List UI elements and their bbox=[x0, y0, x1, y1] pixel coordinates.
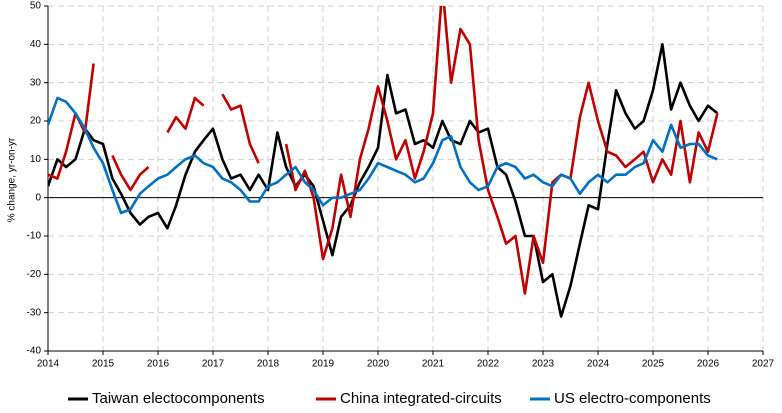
y-tick-label: 40 bbox=[30, 39, 42, 50]
x-tick-label: 2019 bbox=[312, 359, 335, 370]
x-tick-label: 2026 bbox=[697, 359, 720, 370]
y-tick-label: -30 bbox=[27, 307, 42, 318]
x-tick-label: 2027 bbox=[752, 359, 775, 370]
y-tick-label: 50 bbox=[30, 1, 42, 12]
y-tick-label: 30 bbox=[30, 77, 42, 88]
x-tick-label: 2014 bbox=[37, 359, 60, 370]
x-tick-label: 2024 bbox=[587, 359, 610, 370]
y-tick-label: -40 bbox=[27, 346, 42, 357]
x-tick-label: 2021 bbox=[422, 359, 445, 370]
grid: -40 -30 -20 -10 0 10 20 30 40 50 2014 2015 2016 2017 2… bbox=[27, 1, 775, 370]
y-axis-label: % change, yr-on-yr bbox=[7, 137, 18, 222]
y-tick-label: -20 bbox=[27, 269, 42, 280]
x-tick-label: 2025 bbox=[642, 359, 665, 370]
x-tick-label: 2018 bbox=[257, 359, 280, 370]
series-line bbox=[48, 43, 719, 318]
legend-label: Taiwan electocomponents bbox=[92, 390, 265, 407]
plot-area bbox=[48, 6, 719, 318]
x-tick-label: 2016 bbox=[147, 359, 170, 370]
x-tick-label: 2017 bbox=[202, 359, 225, 370]
series-line bbox=[48, 6, 719, 295]
y-tick-label: 20 bbox=[30, 116, 42, 127]
x-tick-label: 2023 bbox=[532, 359, 555, 370]
series-line bbox=[48, 96, 718, 215]
y-tick-label: 0 bbox=[35, 192, 41, 203]
y-tick-label: 10 bbox=[30, 154, 42, 165]
legend: Taiwan electocomponents China integrated-… bbox=[68, 390, 711, 407]
y-tick-label: -10 bbox=[27, 231, 42, 242]
x-tick-label: 2022 bbox=[477, 359, 500, 370]
x-tick-label: 2015 bbox=[92, 359, 115, 370]
legend-label: China integrated-circuits bbox=[340, 390, 502, 407]
legend-label: US electro-components bbox=[554, 390, 711, 407]
x-tick-label: 2020 bbox=[367, 359, 390, 370]
